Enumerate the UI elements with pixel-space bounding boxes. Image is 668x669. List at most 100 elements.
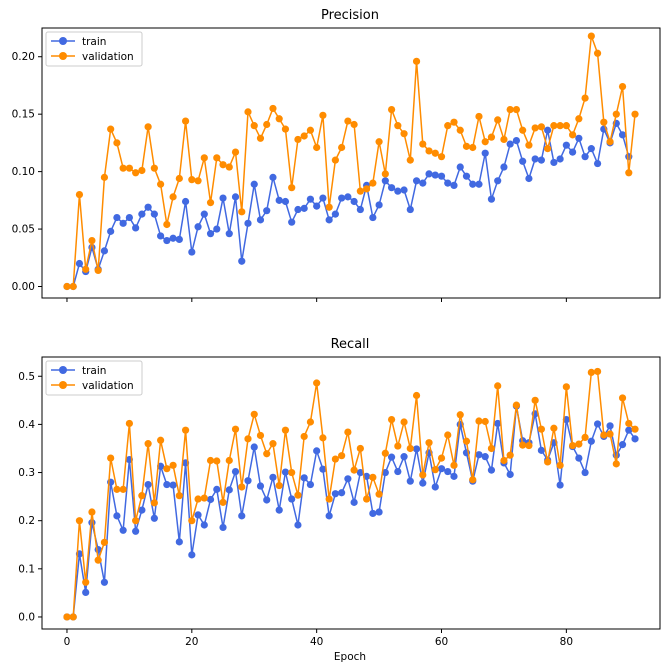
recall-train-point bbox=[256, 482, 265, 490]
precision-validation-point bbox=[313, 143, 321, 152]
recall-validation-point bbox=[531, 396, 539, 404]
recall-validation-point bbox=[500, 456, 508, 465]
precision-validation-point bbox=[537, 123, 545, 131]
recall-ytick-label: 0.5 bbox=[18, 371, 35, 383]
recall-validation-point bbox=[144, 440, 152, 448]
recall-validation-point bbox=[575, 440, 583, 448]
recall-validation-point bbox=[344, 428, 352, 436]
precision-train-point bbox=[306, 195, 315, 203]
recall-train-point bbox=[300, 474, 308, 482]
precision-train-point bbox=[338, 194, 346, 202]
recall-train-point bbox=[250, 443, 258, 451]
precision-train-point bbox=[244, 219, 252, 227]
precision-validation-point bbox=[394, 122, 402, 130]
precision-train-point bbox=[562, 141, 570, 149]
precision-validation-point bbox=[363, 185, 371, 193]
recall-xtick-label: 60 bbox=[435, 636, 448, 648]
precision-validation-point bbox=[100, 173, 109, 181]
precision-validation-point bbox=[531, 124, 539, 132]
recall-validation-point bbox=[481, 417, 489, 426]
precision-train-point bbox=[356, 205, 364, 214]
recall-train-point bbox=[631, 435, 639, 443]
precision-train-point bbox=[344, 193, 352, 201]
precision-validation-point bbox=[550, 122, 558, 130]
recall-train-point bbox=[400, 453, 408, 461]
precision-train-point bbox=[319, 194, 327, 202]
precision-train-point bbox=[175, 235, 183, 243]
precision-validation-point bbox=[450, 118, 458, 126]
precision-plot-area: 0.00 0.05 0.10 0.15 0.20 bbox=[12, 32, 639, 302]
precision-train-point bbox=[275, 196, 283, 204]
precision-validation-point bbox=[462, 142, 471, 150]
precision-validation-point bbox=[500, 135, 508, 144]
precision-validation-point bbox=[132, 169, 140, 177]
precision-validation-point bbox=[606, 138, 614, 146]
recall-validation-point bbox=[400, 418, 408, 426]
recall-validation-point bbox=[175, 492, 183, 500]
precision-legend-train-label: train bbox=[82, 36, 106, 48]
precision-validation-point bbox=[225, 163, 233, 171]
precision-validation-point bbox=[88, 236, 96, 245]
precision-train-point bbox=[181, 197, 190, 206]
precision-train-point bbox=[500, 163, 508, 171]
recall-legend-validation-label: validation bbox=[82, 380, 134, 392]
recall-train-point bbox=[625, 426, 633, 434]
recall-validation-point bbox=[319, 434, 327, 442]
precision-validation-point bbox=[562, 122, 570, 130]
precision-validation-point bbox=[119, 164, 127, 172]
precision-train-point bbox=[288, 218, 296, 226]
recall-validation-point bbox=[306, 418, 315, 426]
precision-validation-point bbox=[581, 94, 589, 102]
precision-train-point bbox=[450, 181, 458, 189]
recall-train-point bbox=[119, 526, 127, 534]
recall-train-point bbox=[431, 483, 439, 491]
precision-validation-point bbox=[306, 126, 315, 134]
recall-validation-point bbox=[525, 441, 533, 450]
recall-train-point bbox=[313, 447, 321, 455]
recall-panel: Recall 0.0 0.1 0.2 0.3 0.4 0.5 0 20 40 60 80 train… bbox=[18, 337, 661, 663]
precision-train-point bbox=[263, 207, 271, 215]
recall-legend-validation-marker bbox=[59, 381, 67, 389]
recall-validation-point bbox=[206, 456, 215, 465]
precision-validation-point bbox=[600, 118, 608, 126]
precision-validation-point bbox=[344, 117, 352, 125]
recall-train-point bbox=[506, 470, 514, 479]
precision-validation-point bbox=[481, 138, 489, 146]
recall-validation-point bbox=[606, 430, 614, 438]
recall-validation-point bbox=[387, 415, 396, 424]
recall-validation-point bbox=[381, 449, 389, 457]
recall-plot-area: 0.0 0.1 0.2 0.3 0.4 0.5 0 20 40 60 80 bbox=[18, 367, 639, 648]
recall-train-point bbox=[356, 468, 364, 477]
precision-validation-point bbox=[338, 143, 346, 152]
recall-train-point bbox=[494, 419, 502, 428]
precision-validation-point bbox=[238, 208, 246, 216]
precision-validation-point bbox=[412, 57, 421, 65]
precision-ytick-label: 0.15 bbox=[12, 109, 35, 121]
recall-train-point bbox=[169, 481, 177, 489]
recall-train-point bbox=[306, 480, 315, 489]
precision-train-point bbox=[618, 131, 627, 139]
recall-train-point bbox=[144, 480, 152, 489]
precision-validation-point bbox=[275, 115, 283, 123]
recall-train-point bbox=[225, 486, 233, 494]
precision-train-point bbox=[132, 224, 140, 232]
precision-validation-point bbox=[269, 104, 277, 113]
precision-train-point bbox=[419, 179, 427, 187]
recall-train-point bbox=[175, 538, 183, 546]
precision-validation-point bbox=[400, 130, 408, 138]
recall-train-point bbox=[206, 495, 215, 504]
precision-validation-point bbox=[300, 132, 308, 140]
recall-train-point bbox=[213, 485, 221, 493]
recall-validation-point bbox=[612, 460, 620, 468]
recall-train-point bbox=[238, 512, 246, 520]
precision-validation-point bbox=[250, 122, 258, 130]
recall-validation-point bbox=[475, 417, 483, 425]
precision-train-point bbox=[219, 194, 227, 202]
precision-train-point bbox=[494, 177, 502, 185]
precision-train-point bbox=[194, 223, 202, 231]
recall-validation-point bbox=[219, 498, 227, 506]
recall-train-point bbox=[263, 496, 271, 504]
precision-train-point bbox=[394, 187, 402, 195]
recall-validation-point bbox=[569, 441, 577, 450]
